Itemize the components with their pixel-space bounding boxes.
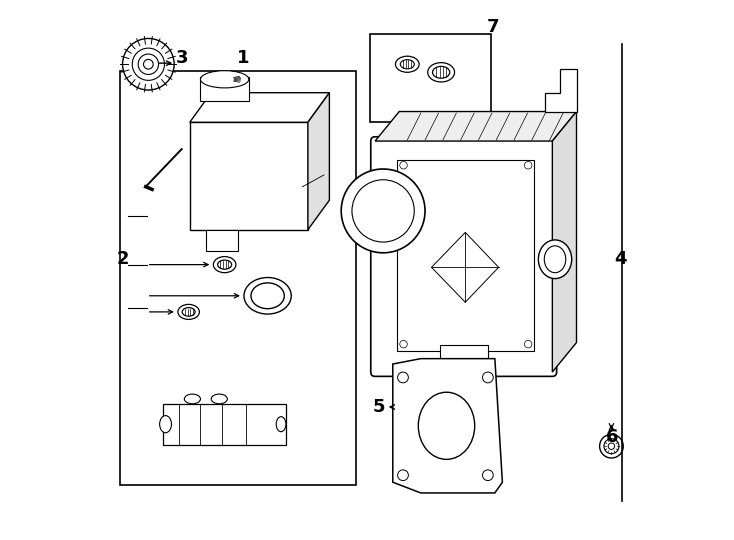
Circle shape: [123, 38, 174, 90]
Ellipse shape: [400, 60, 414, 69]
Ellipse shape: [428, 63, 454, 82]
Circle shape: [400, 161, 407, 169]
Circle shape: [398, 470, 408, 481]
Bar: [120, 71, 356, 485]
Circle shape: [524, 161, 532, 169]
Circle shape: [482, 470, 493, 481]
Bar: [163, 404, 286, 444]
Text: 3: 3: [175, 49, 188, 67]
Ellipse shape: [218, 260, 232, 269]
Circle shape: [398, 372, 408, 383]
Circle shape: [352, 180, 414, 242]
Text: 4: 4: [614, 250, 627, 268]
Circle shape: [341, 169, 425, 253]
Circle shape: [144, 59, 153, 69]
Circle shape: [604, 438, 619, 454]
Circle shape: [132, 48, 164, 80]
Ellipse shape: [244, 278, 291, 314]
Text: 1: 1: [237, 49, 250, 67]
Polygon shape: [375, 112, 576, 141]
Ellipse shape: [251, 283, 284, 309]
Ellipse shape: [159, 416, 172, 433]
Ellipse shape: [184, 394, 200, 404]
Polygon shape: [308, 93, 330, 230]
Ellipse shape: [276, 417, 286, 431]
Polygon shape: [553, 112, 576, 372]
Circle shape: [524, 340, 532, 348]
Text: 7: 7: [487, 18, 500, 36]
Bar: [206, 230, 238, 251]
Ellipse shape: [178, 305, 200, 320]
Ellipse shape: [396, 56, 419, 72]
Bar: [189, 122, 308, 230]
Circle shape: [482, 372, 493, 383]
Ellipse shape: [200, 71, 249, 88]
FancyBboxPatch shape: [371, 137, 556, 376]
Bar: [200, 77, 249, 101]
Ellipse shape: [538, 240, 572, 279]
Circle shape: [608, 443, 614, 449]
Ellipse shape: [545, 246, 566, 273]
Text: 5: 5: [373, 398, 385, 416]
Bar: [440, 345, 488, 375]
Ellipse shape: [432, 66, 450, 78]
Circle shape: [138, 54, 159, 75]
Text: 2: 2: [116, 250, 128, 268]
Ellipse shape: [182, 308, 195, 316]
Ellipse shape: [211, 394, 228, 404]
Ellipse shape: [214, 256, 236, 273]
Text: 6: 6: [606, 428, 618, 445]
Circle shape: [600, 434, 623, 458]
Bar: [370, 33, 490, 122]
Circle shape: [400, 340, 407, 348]
Polygon shape: [189, 93, 330, 122]
Ellipse shape: [418, 392, 475, 460]
Bar: [396, 160, 534, 350]
Polygon shape: [545, 69, 576, 112]
Polygon shape: [432, 232, 498, 302]
Polygon shape: [393, 359, 502, 493]
